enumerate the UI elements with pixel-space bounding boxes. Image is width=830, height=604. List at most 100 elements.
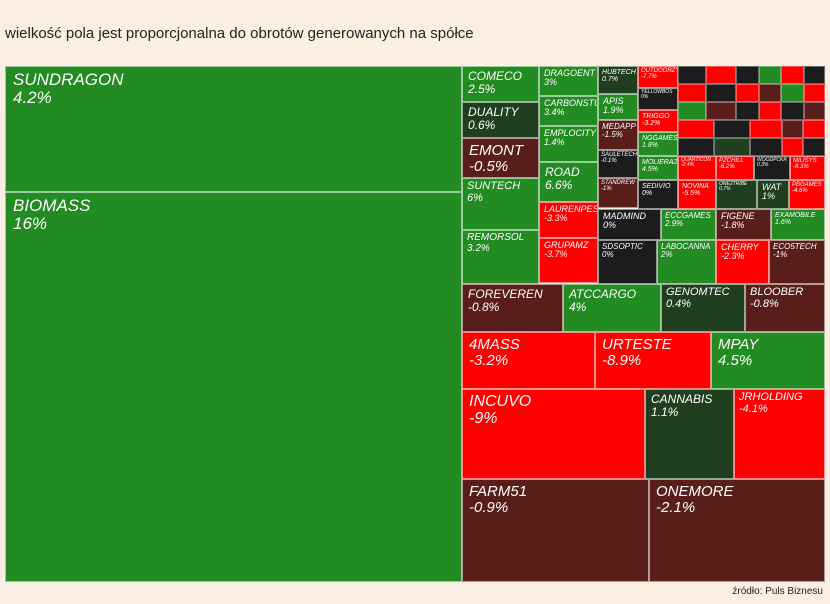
treemap-tile: INCUVO -9% — [462, 389, 645, 479]
tile-name: FIGENE — [721, 211, 755, 221]
treemap-tile: MEDAPP -1.5% — [598, 120, 638, 150]
tile-name: MOLIERA2 — [642, 159, 678, 166]
treemap-tile: ONE2TRIBE 0.7% — [716, 180, 757, 209]
tile-name: NOVINA — [682, 183, 709, 190]
tile-name: LABOCANNA — [661, 242, 711, 251]
tile-name: CARBONSTU — [544, 98, 598, 108]
treemap-tile: REMORSOL 3.2% — [462, 230, 539, 284]
tile-name: CANNABIS — [651, 392, 713, 406]
tile-name: FARM51 — [469, 483, 528, 500]
tile-change: -4.6% — [792, 188, 808, 195]
tile-change: -1% — [773, 250, 788, 260]
treemap-small-tile — [736, 66, 759, 84]
tile-name: LAURENPES — [544, 204, 598, 214]
tile-change: -0.1% — [601, 158, 617, 165]
tile-name: MPAY — [718, 336, 759, 353]
tile-name: SUNDRAGON — [13, 70, 124, 89]
tile-change: -0.8% — [468, 299, 500, 314]
tile-change: 1.1% — [651, 404, 679, 419]
treemap-tile: ATCCARGO 4% — [563, 284, 661, 332]
treemap-tile: NOVINA -5.5% — [678, 180, 716, 209]
tile-name: EXAMOBILE — [775, 212, 816, 219]
treemap-tile: YELLOWBOS 0% — [638, 88, 678, 110]
treemap-small-tile — [678, 120, 714, 138]
treemap-tile: TRIGGO -3.2% — [638, 110, 678, 132]
tile-name: FOREVEREN — [468, 287, 543, 301]
tile-name: YELLOWBOS — [641, 89, 673, 95]
treemap-small-tile — [714, 120, 750, 138]
tile-name: SEDIVIO — [642, 183, 671, 190]
treemap-small-tile — [781, 66, 804, 84]
treemap-tile: MADMIND 0% — [598, 209, 661, 240]
treemap-small-tile — [781, 102, 804, 120]
tile-name: STANDREW — [601, 180, 635, 186]
tile-change: -3.2% — [642, 120, 661, 128]
tile-name: WOODPCKR — [757, 157, 787, 163]
tile-change: 4% — [569, 299, 587, 314]
tile-change: 2.9% — [665, 219, 684, 229]
tile-name: SAULETECH — [601, 152, 638, 158]
tile-change: -3.2% — [469, 351, 509, 369]
tile-name: APIS — [603, 96, 624, 106]
tile-name: ATCCARGO — [569, 287, 637, 301]
treemap-small-tile — [803, 138, 825, 156]
treemap-tile: ECCGAMES 2.9% — [661, 209, 716, 240]
treemap-tile: GENOMTEC 0.4% — [661, 284, 745, 332]
tile-change: 3.2% — [467, 242, 490, 254]
tile-name: EMPLOCITY — [544, 128, 597, 138]
tile-change: 0% — [641, 94, 649, 101]
tile-change: -2.4% — [681, 162, 695, 169]
tile-name: DUALITY — [468, 105, 519, 119]
treemap-small-tile — [736, 84, 759, 102]
treemap-small-tile — [706, 66, 736, 84]
treemap-tile: QUARTICON -2.4% — [678, 156, 716, 180]
tile-name: GENOMTEC — [666, 286, 730, 298]
treemap-tile: MOLIERA2 4.5% — [638, 156, 678, 180]
tile-name: GRUPAMZ — [544, 240, 589, 250]
tile-change: 1.9% — [603, 105, 624, 116]
tile-change: -0.8% — [750, 297, 779, 310]
treemap-small-tile — [706, 84, 736, 102]
treemap-tile: SUNDRAGON 4.2% — [5, 66, 462, 192]
treemap-tile: ONEMORE -2.1% — [649, 479, 825, 582]
treemap-tile: LAURENPES -3.3% — [539, 202, 598, 238]
treemap-small-tile — [759, 102, 781, 120]
treemap-small-tile — [781, 84, 804, 102]
tile-name: CHERRY — [721, 242, 759, 252]
treemap-tile: BIOMASS 16% — [5, 192, 462, 582]
tile-name: SUNTECH — [467, 180, 521, 192]
tile-name: MADMIND — [603, 211, 646, 221]
source-note: źródło: Puls Biznesu — [732, 586, 823, 597]
tile-change: -0.5% — [469, 157, 509, 175]
tile-change: 6% — [467, 191, 483, 204]
tile-name: INCUVO — [469, 393, 532, 410]
treemap-tile: CARBONSTU 3.4% — [539, 96, 598, 126]
tile-change: 0% — [603, 220, 617, 231]
treemap-small-tile — [759, 84, 781, 102]
tile-change: -1.8% — [721, 220, 745, 231]
tile-change: 1% — [762, 191, 776, 202]
treemap-tile: LABOCANNA 2% — [657, 240, 716, 284]
tile-change: -5.5% — [682, 190, 701, 198]
tile-change: -9% — [469, 409, 498, 427]
tile-change: 0.4% — [666, 297, 692, 310]
tile-name: QUARTICON — [681, 157, 711, 163]
tile-name: HUBTECH — [602, 69, 636, 76]
treemap-tile: EMPLOCITY 1.4% — [539, 126, 598, 162]
tile-name: EMONT — [469, 142, 524, 159]
treemap-small-tile — [804, 66, 825, 84]
tile-change: 2.5% — [468, 81, 496, 96]
tile-name: REMORSOL — [467, 232, 525, 243]
treemap-tile: CANNABIS 1.1% — [645, 389, 734, 479]
tile-change: 0% — [642, 190, 653, 198]
treemap-small-tile — [782, 138, 803, 156]
treemap-small-tile — [782, 120, 803, 138]
tile-name: BIOMASS — [13, 196, 91, 215]
tile-name: ECO5TECH — [773, 242, 817, 251]
tile-name: ECCGAMES — [665, 211, 711, 220]
tile-change: -7.7% — [641, 74, 657, 81]
tile-name: MILISYS — [793, 158, 817, 164]
tile-name: SDSOPTIC — [602, 242, 643, 251]
treemap-tile: GRUPAMZ -3.7% — [539, 238, 598, 283]
treemap-tile: DUALITY 0.6% — [462, 102, 539, 138]
